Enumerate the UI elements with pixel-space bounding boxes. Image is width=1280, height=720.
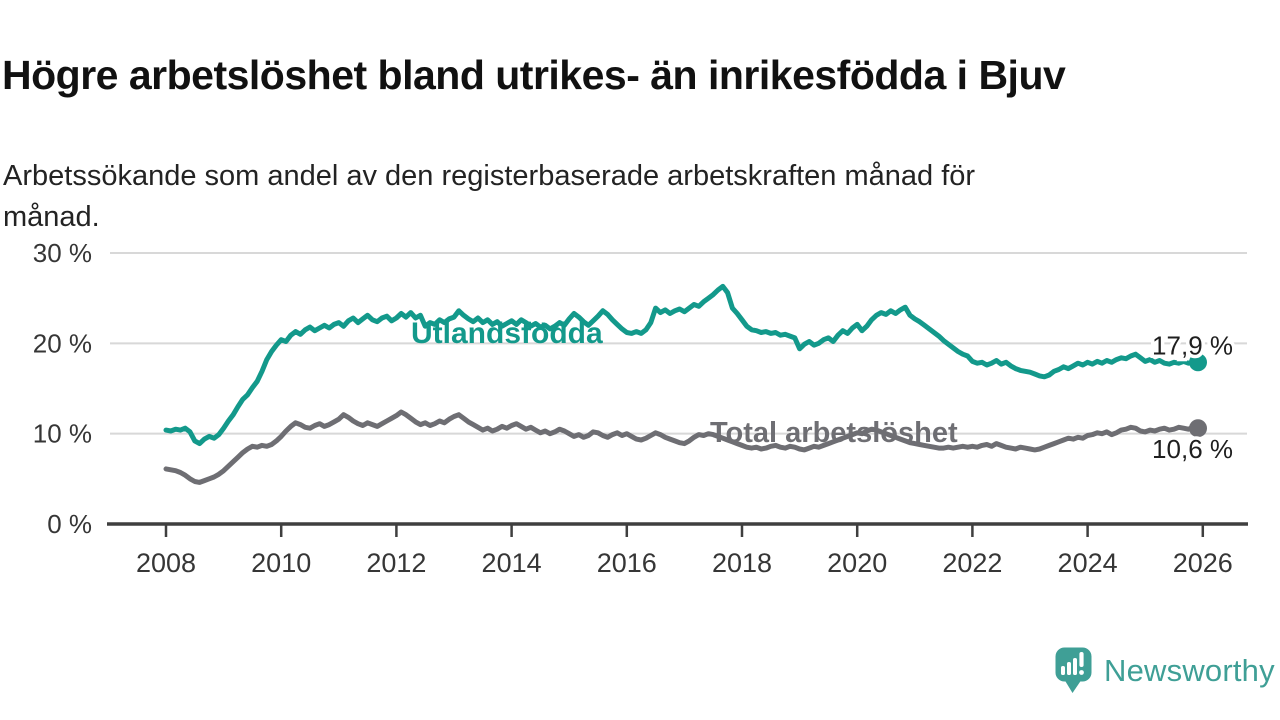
x-tick-label: 2024 <box>1058 548 1118 578</box>
newsworthy-logo: Newsworthy <box>1054 646 1275 696</box>
series-end-dot <box>1189 419 1207 438</box>
series-inline-label: Utlandsfödda <box>411 317 603 350</box>
y-tick-label: 30 % <box>33 238 92 268</box>
x-tick-label: 2010 <box>251 548 311 578</box>
series-end-value-label: 10,6 % <box>1152 434 1233 464</box>
x-tick-label: 2012 <box>366 548 426 578</box>
x-tick-label: 2026 <box>1173 548 1233 578</box>
y-tick-label: 0 % <box>47 509 92 539</box>
x-tick-label: 2018 <box>712 548 772 578</box>
series-line <box>163 283 1201 447</box>
x-tick-label: 2020 <box>827 548 887 578</box>
y-tick-label: 20 % <box>33 328 92 358</box>
series-inline-label: Total arbetslöshet <box>710 417 958 449</box>
x-tick-label: 2014 <box>482 548 542 578</box>
x-tick-label: 2022 <box>942 548 1002 578</box>
x-tick-label: 2016 <box>597 548 657 578</box>
chart-subtitle: Arbetssökande som andel av den registerb… <box>3 156 1223 238</box>
series-line <box>163 409 1201 485</box>
chart-subtitle-line-1: Arbetssökande som andel av den registerb… <box>3 160 976 192</box>
newsworthy-logo-text: Newsworthy <box>1104 653 1275 688</box>
page-title: Högre arbetslöshet bland utrikes- än inr… <box>2 52 1066 99</box>
newsworthy-logo-icon <box>1055 647 1092 693</box>
x-tick-label: 2008 <box>136 548 196 578</box>
series-end-dot <box>1189 353 1207 372</box>
y-tick-label: 10 % <box>33 419 92 449</box>
series-end-value-label: 17,9 % <box>1152 330 1233 360</box>
chart-subtitle-line-2: månad. <box>3 201 100 233</box>
